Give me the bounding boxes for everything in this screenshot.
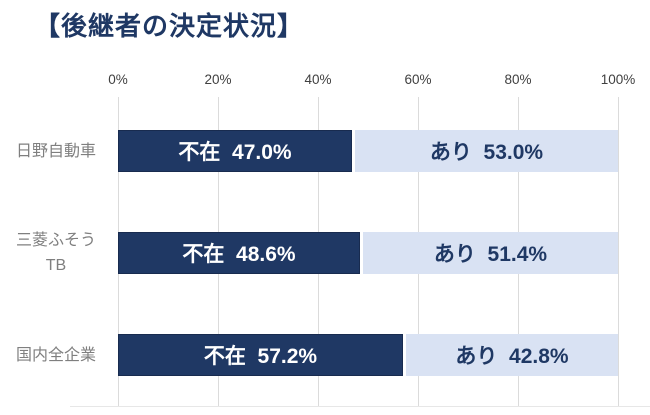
x-tick-label: 40%: [304, 72, 332, 87]
category-label-line: 三菱ふそう: [15, 232, 96, 249]
gridline: [618, 97, 619, 406]
category-label: 国内全企業: [0, 334, 112, 376]
x-tick-label: 80%: [504, 72, 532, 87]
x-tick-label: 60%: [404, 72, 432, 87]
x-tick-label: 100%: [600, 72, 636, 87]
bar-segment-present: あり 53.0%: [355, 130, 618, 172]
category-label-line: 国内全企業: [15, 346, 96, 364]
bar-segment-present: あり 42.8%: [406, 334, 618, 376]
bar-segment-absent: 不在 48.6%: [118, 232, 360, 274]
bar-segment-absent: 不在 47.0%: [118, 130, 352, 172]
x-tick-label: 0%: [108, 72, 128, 87]
bar-segment-present: あり 51.4%: [363, 232, 618, 274]
category-label-line: TB: [45, 257, 67, 274]
category-label: 日野自動車: [0, 130, 112, 172]
category-label-line: 日野自動車: [15, 142, 96, 160]
bar-segment-absent: 不在 57.2%: [118, 334, 403, 376]
category-label: 三菱ふそう TB: [0, 232, 112, 274]
x-tick-label: 20%: [204, 72, 232, 87]
chart-title: 【後継者の決定状況】: [34, 11, 305, 41]
x-axis-baseline: [70, 406, 650, 407]
